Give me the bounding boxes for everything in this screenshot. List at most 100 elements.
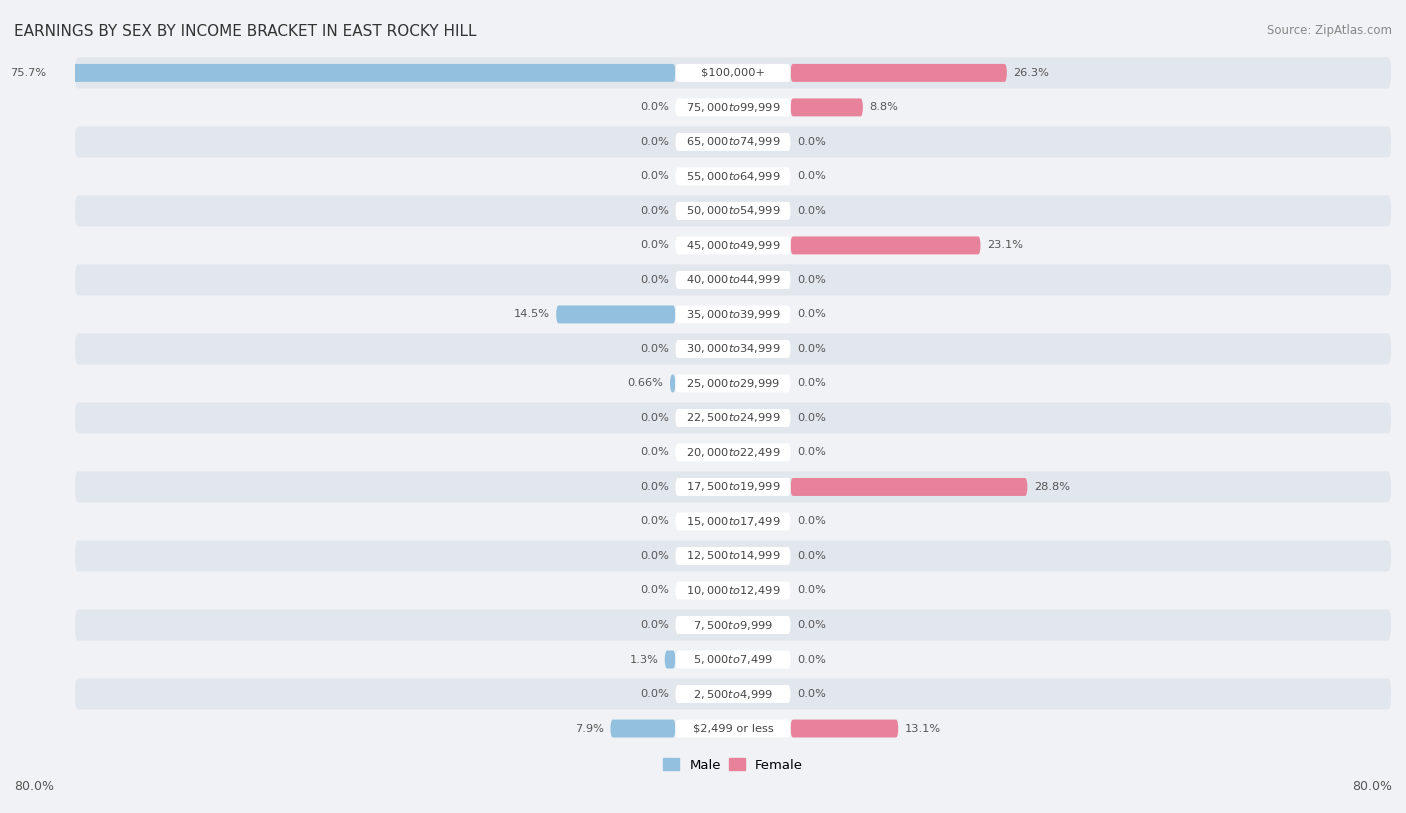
FancyBboxPatch shape xyxy=(75,92,1391,123)
Text: 75.7%: 75.7% xyxy=(10,68,46,78)
FancyBboxPatch shape xyxy=(790,237,980,254)
Text: $50,000 to $54,999: $50,000 to $54,999 xyxy=(686,204,780,217)
FancyBboxPatch shape xyxy=(790,478,1028,496)
Text: $45,000 to $49,999: $45,000 to $49,999 xyxy=(686,239,780,252)
FancyBboxPatch shape xyxy=(75,402,1391,433)
Text: 0.0%: 0.0% xyxy=(640,137,669,147)
FancyBboxPatch shape xyxy=(675,650,790,668)
FancyBboxPatch shape xyxy=(675,547,790,565)
FancyBboxPatch shape xyxy=(75,299,1391,330)
FancyBboxPatch shape xyxy=(75,506,1391,537)
Text: 0.66%: 0.66% xyxy=(627,379,664,389)
Text: 0.0%: 0.0% xyxy=(797,620,825,630)
FancyBboxPatch shape xyxy=(75,126,1391,158)
FancyBboxPatch shape xyxy=(665,650,675,668)
FancyBboxPatch shape xyxy=(75,368,1391,399)
FancyBboxPatch shape xyxy=(75,541,1391,572)
Text: $7,500 to $9,999: $7,500 to $9,999 xyxy=(693,619,773,632)
FancyBboxPatch shape xyxy=(75,437,1391,468)
Text: $20,000 to $22,499: $20,000 to $22,499 xyxy=(686,446,780,459)
Text: Source: ZipAtlas.com: Source: ZipAtlas.com xyxy=(1267,24,1392,37)
Text: $25,000 to $29,999: $25,000 to $29,999 xyxy=(686,377,780,390)
FancyBboxPatch shape xyxy=(675,340,790,358)
Text: 0.0%: 0.0% xyxy=(797,413,825,423)
FancyBboxPatch shape xyxy=(75,333,1391,364)
FancyBboxPatch shape xyxy=(75,679,1391,710)
FancyBboxPatch shape xyxy=(75,713,1391,744)
Text: $100,000+: $100,000+ xyxy=(702,68,765,78)
Text: $40,000 to $44,999: $40,000 to $44,999 xyxy=(686,273,780,286)
Text: 26.3%: 26.3% xyxy=(1014,68,1049,78)
Text: 0.0%: 0.0% xyxy=(797,172,825,181)
Text: 14.5%: 14.5% xyxy=(513,310,550,320)
FancyBboxPatch shape xyxy=(75,644,1391,675)
FancyBboxPatch shape xyxy=(675,616,790,634)
Text: 0.0%: 0.0% xyxy=(640,516,669,527)
Text: 0.0%: 0.0% xyxy=(640,172,669,181)
FancyBboxPatch shape xyxy=(75,472,1391,502)
Text: 0.0%: 0.0% xyxy=(640,482,669,492)
FancyBboxPatch shape xyxy=(675,98,790,116)
FancyBboxPatch shape xyxy=(790,98,863,116)
Text: $30,000 to $34,999: $30,000 to $34,999 xyxy=(686,342,780,355)
Text: 0.0%: 0.0% xyxy=(797,585,825,595)
FancyBboxPatch shape xyxy=(675,581,790,599)
Text: 0.0%: 0.0% xyxy=(640,585,669,595)
Text: 0.0%: 0.0% xyxy=(640,206,669,216)
Text: $75,000 to $99,999: $75,000 to $99,999 xyxy=(686,101,780,114)
Text: 1.3%: 1.3% xyxy=(630,654,658,664)
FancyBboxPatch shape xyxy=(675,133,790,151)
FancyBboxPatch shape xyxy=(675,271,790,289)
FancyBboxPatch shape xyxy=(671,375,675,393)
FancyBboxPatch shape xyxy=(675,64,790,82)
Text: $12,500 to $14,999: $12,500 to $14,999 xyxy=(686,550,780,563)
Text: 0.0%: 0.0% xyxy=(797,516,825,527)
Text: 0.0%: 0.0% xyxy=(797,654,825,664)
FancyBboxPatch shape xyxy=(75,264,1391,295)
Text: 13.1%: 13.1% xyxy=(905,724,941,733)
FancyBboxPatch shape xyxy=(675,720,790,737)
FancyBboxPatch shape xyxy=(675,375,790,393)
Text: 0.0%: 0.0% xyxy=(797,275,825,285)
FancyBboxPatch shape xyxy=(675,306,790,324)
Text: $2,500 to $4,999: $2,500 to $4,999 xyxy=(693,688,773,701)
Text: $10,000 to $12,499: $10,000 to $12,499 xyxy=(686,584,780,597)
Text: 0.0%: 0.0% xyxy=(797,379,825,389)
Text: 0.0%: 0.0% xyxy=(797,310,825,320)
FancyBboxPatch shape xyxy=(790,64,1007,82)
FancyBboxPatch shape xyxy=(75,161,1391,192)
Text: 0.0%: 0.0% xyxy=(640,275,669,285)
Text: 0.0%: 0.0% xyxy=(640,620,669,630)
Text: 28.8%: 28.8% xyxy=(1033,482,1070,492)
Text: $22,500 to $24,999: $22,500 to $24,999 xyxy=(686,411,780,424)
FancyBboxPatch shape xyxy=(75,230,1391,261)
Text: 0.0%: 0.0% xyxy=(640,102,669,112)
Text: 0.0%: 0.0% xyxy=(640,241,669,250)
Text: $15,000 to $17,499: $15,000 to $17,499 xyxy=(686,515,780,528)
FancyBboxPatch shape xyxy=(790,720,898,737)
FancyBboxPatch shape xyxy=(75,195,1391,227)
Text: 80.0%: 80.0% xyxy=(1353,780,1392,793)
Text: $2,499 or less: $2,499 or less xyxy=(693,724,773,733)
Text: 0.0%: 0.0% xyxy=(797,344,825,354)
Text: 8.8%: 8.8% xyxy=(869,102,898,112)
FancyBboxPatch shape xyxy=(675,478,790,496)
Text: 80.0%: 80.0% xyxy=(14,780,53,793)
Text: $17,500 to $19,999: $17,500 to $19,999 xyxy=(686,480,780,493)
FancyBboxPatch shape xyxy=(675,202,790,220)
FancyBboxPatch shape xyxy=(675,512,790,530)
FancyBboxPatch shape xyxy=(75,58,1391,89)
FancyBboxPatch shape xyxy=(675,409,790,427)
Text: 0.0%: 0.0% xyxy=(797,551,825,561)
Text: 0.0%: 0.0% xyxy=(797,206,825,216)
Text: 0.0%: 0.0% xyxy=(797,689,825,699)
Text: 0.0%: 0.0% xyxy=(640,551,669,561)
Text: $35,000 to $39,999: $35,000 to $39,999 xyxy=(686,308,780,321)
FancyBboxPatch shape xyxy=(675,685,790,703)
Legend: Male, Female: Male, Female xyxy=(658,753,808,777)
FancyBboxPatch shape xyxy=(610,720,675,737)
Text: $55,000 to $64,999: $55,000 to $64,999 xyxy=(686,170,780,183)
FancyBboxPatch shape xyxy=(557,306,675,324)
FancyBboxPatch shape xyxy=(53,64,675,82)
FancyBboxPatch shape xyxy=(675,167,790,185)
